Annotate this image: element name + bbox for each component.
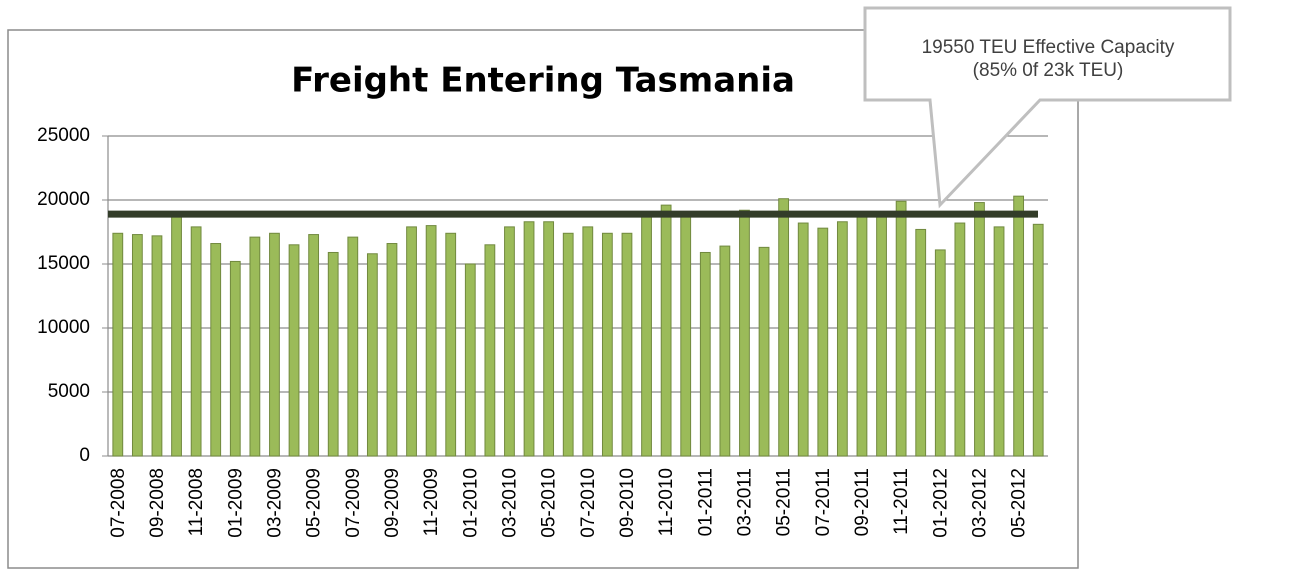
- bar: [523, 221, 535, 457]
- bar: [758, 246, 770, 457]
- bar: [386, 243, 398, 457]
- bar: [974, 202, 985, 457]
- bar: [993, 226, 1005, 457]
- x-tick-label: 07-2008: [108, 468, 129, 538]
- x-tick-label: 03-2010: [499, 468, 520, 538]
- bar: [895, 200, 907, 457]
- x-tick-label: 11-2009: [421, 468, 442, 536]
- x-tick-label: 09-2008: [147, 468, 168, 538]
- x-tick-label: 09-2009: [382, 468, 403, 538]
- x-tick-label: 11-2008: [186, 468, 207, 536]
- x-tick-label: 01-2012: [930, 468, 951, 538]
- bar: [229, 260, 241, 457]
- bar: [131, 234, 143, 457]
- bar: [171, 213, 182, 457]
- bar: [112, 232, 124, 457]
- bar: [601, 232, 613, 457]
- bar: [836, 221, 848, 457]
- bar: [484, 244, 496, 457]
- x-tick-label: 01-2009: [225, 468, 246, 538]
- y-tick-label: 10000: [37, 317, 90, 338]
- bar: [660, 204, 672, 457]
- bar: [190, 226, 202, 457]
- bar: [680, 216, 692, 457]
- bar: [288, 244, 300, 457]
- y-tick-label: 0: [79, 445, 90, 466]
- y-tick-label: 25000: [37, 125, 90, 146]
- x-tick-label: 05-2009: [304, 468, 325, 538]
- x-tick-label: 01-2011: [695, 468, 716, 536]
- bar: [347, 236, 359, 457]
- bar: [425, 225, 437, 457]
- bar: [1013, 195, 1025, 457]
- bar: [582, 226, 594, 457]
- x-tick-label: 09-2010: [617, 468, 638, 538]
- bar: [269, 232, 280, 457]
- bar: [797, 222, 809, 457]
- bar: [327, 251, 339, 457]
- bar: [249, 236, 261, 457]
- y-tick-label: 20000: [37, 189, 90, 210]
- x-tick-label: 03-2012: [969, 468, 990, 538]
- bar: [464, 263, 476, 457]
- y-tick-label: 5000: [48, 381, 90, 402]
- x-tick-label: 01-2010: [460, 468, 481, 538]
- chart-title: Freight Entering Tasmania: [291, 61, 795, 101]
- x-tick-label: 11-2010: [656, 468, 677, 536]
- bar: [778, 198, 790, 457]
- x-tick-label: 03-2011: [734, 468, 755, 536]
- bar: [641, 216, 652, 457]
- bar: [856, 214, 868, 457]
- x-tick-label: 11-2011: [891, 468, 912, 535]
- bar: [210, 243, 222, 457]
- bar: [915, 228, 927, 457]
- bar: [954, 222, 966, 457]
- bar: [308, 234, 320, 457]
- callout: [863, 6, 1232, 209]
- bar: [504, 226, 515, 457]
- x-tick-label: 09-2011: [852, 468, 873, 536]
- bar: [562, 232, 574, 457]
- x-tick-label: 07-2011: [813, 468, 834, 536]
- bar: [366, 253, 378, 457]
- x-tick-label: 07-2010: [578, 468, 599, 538]
- x-tick-label: 07-2009: [343, 468, 364, 538]
- bar: [817, 227, 829, 457]
- bar: [739, 209, 750, 457]
- bar: [699, 251, 711, 457]
- y-tick-label: 15000: [37, 253, 90, 274]
- bar: [934, 249, 946, 457]
- bar: [621, 232, 633, 457]
- x-tick-label: 05-2012: [1009, 468, 1030, 538]
- x-tick-label: 03-2009: [264, 468, 285, 538]
- x-tick-label: 05-2011: [774, 468, 795, 536]
- bar: [719, 245, 731, 457]
- bar: [406, 226, 417, 457]
- bar: [543, 221, 555, 457]
- bar: [445, 232, 457, 457]
- bar: [151, 235, 163, 457]
- bar: [876, 214, 887, 457]
- callout-text: 19550 TEU Effective Capacity: [922, 37, 1175, 58]
- callout-text: (85% 0f 23k TEU): [973, 60, 1124, 81]
- x-tick-label: 05-2010: [539, 468, 560, 538]
- bar: [1032, 223, 1044, 457]
